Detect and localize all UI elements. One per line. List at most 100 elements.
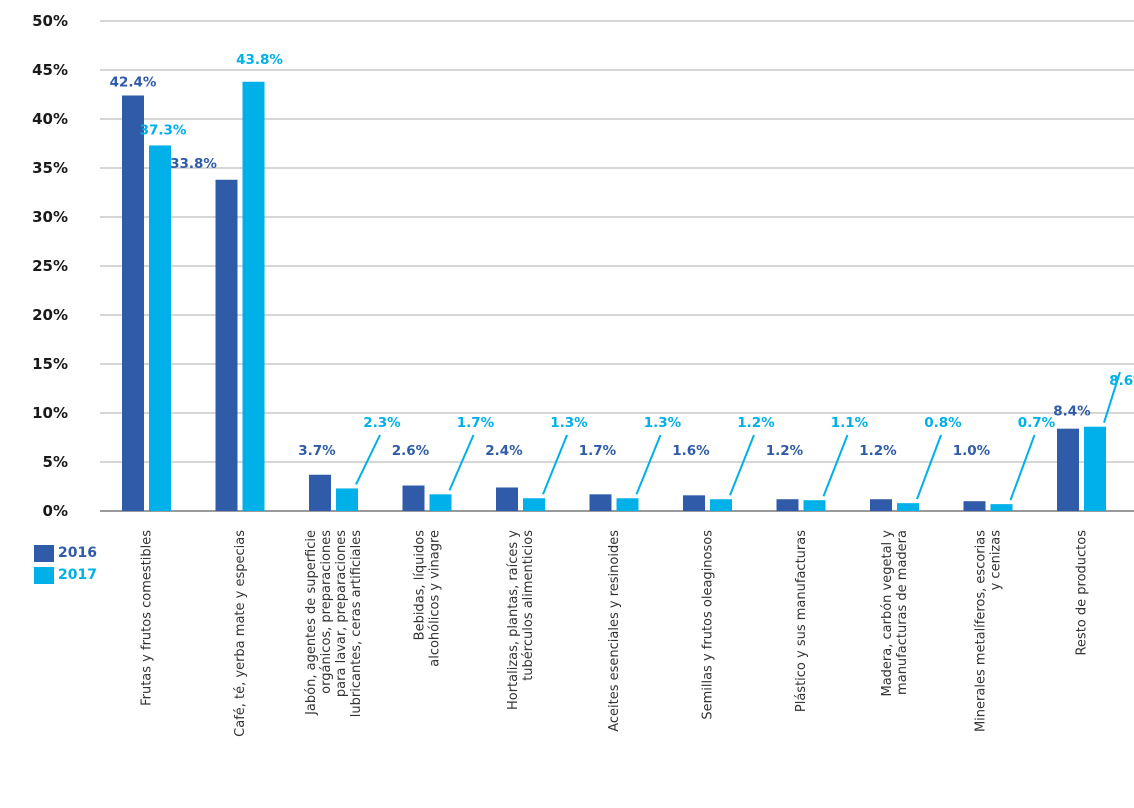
category-label: Semillas y frutos oleaginosos <box>701 530 716 720</box>
category-label-line: Frutas y frutos comestibles <box>140 530 155 706</box>
callout-line <box>635 434 662 495</box>
data-label-2016: 33.8% <box>170 156 217 172</box>
y-tick-label: 30% <box>32 208 68 226</box>
y-tick-label: 0% <box>43 502 68 520</box>
category-label-line: tubérculos alimenticios <box>521 530 536 681</box>
category-label: Frutas y frutos comestibles <box>140 530 155 706</box>
callout-line <box>448 434 475 491</box>
data-label-2017: 8.6% <box>1109 373 1134 389</box>
bar-2017 <box>1084 426 1106 511</box>
category-label-line: lubricantes, ceras artificiales <box>349 530 364 717</box>
callout-line <box>729 434 755 496</box>
bar-2017 <box>803 500 826 511</box>
category-label: Hortalizas, plantas, raíces y tubérculos … <box>506 530 536 710</box>
bar-2016 <box>776 499 799 511</box>
category-label: Plástico y sus manufacturas <box>794 530 809 712</box>
category-label-line: Plástico y sus manufacturas <box>794 530 809 712</box>
category-label-line: Resto de productos <box>1075 530 1090 656</box>
data-label-2016: 3.7% <box>298 443 336 459</box>
callout-line <box>542 434 568 495</box>
callout-line <box>822 434 849 497</box>
callout-line <box>1103 371 1121 424</box>
data-label-2017: 1.3% <box>644 415 682 431</box>
bar-2017 <box>990 504 1013 511</box>
data-label-2016: 1.2% <box>859 443 897 459</box>
bar-2016 <box>870 499 892 511</box>
callout-line <box>1009 434 1036 501</box>
label-callouts <box>355 371 1121 501</box>
category-label-line: Minerales metalíferos, escorias <box>974 530 989 732</box>
data-label-2017: 1.3% <box>550 415 588 431</box>
data-label-2017: 0.8% <box>924 415 962 431</box>
data-label-2016: 2.4% <box>485 443 523 459</box>
bar-2016 <box>496 487 518 511</box>
category-label-line: Bebidas, líquidos <box>413 530 428 641</box>
data-label-2016: 8.4% <box>1053 404 1091 420</box>
legend-item-2017: 2017 <box>34 564 97 586</box>
category-label: Bebidas, líquidos alcohólicos y vinagre <box>413 530 443 667</box>
bar-2016 <box>963 501 986 511</box>
category-label: Jabón, agentes de superficie orgánicos, p… <box>304 530 364 717</box>
category-label-line: Semillas y frutos oleaginosos <box>701 530 716 720</box>
category-label-line: Aceites esenciales y resinoides <box>607 530 622 732</box>
data-label-2017: 0.7% <box>1018 415 1056 431</box>
category-label: Aceites esenciales y resinoides <box>607 530 622 732</box>
data-label-2016: 2.6% <box>392 443 430 459</box>
legend: 2016 2017 <box>34 542 97 586</box>
category-label: Café, té, yerba mate y especias <box>233 530 248 737</box>
data-labels: 42.4% 37.3% 33.8% 43.8% 3.7% 2.3% 2.6% 1.7% 2.4%… <box>110 52 1134 459</box>
category-label-line: y cenizas <box>989 530 1004 591</box>
bar-2016 <box>402 485 425 511</box>
bar-2017 <box>897 503 919 511</box>
category-label-line: Café, té, yerba mate y especias <box>233 530 248 737</box>
category-label: Minerales metalíferos, escorias y cenizas <box>974 530 1004 732</box>
y-tick-label: 5% <box>43 453 68 471</box>
bar-2017 <box>149 145 171 511</box>
category-label-line: manufacturas de madera <box>895 530 910 695</box>
data-label-2017: 1.1% <box>831 415 869 431</box>
bar-2017 <box>242 81 265 511</box>
bar-2016 <box>215 179 238 511</box>
data-label-2016: 42.4% <box>110 74 157 90</box>
callout-line <box>916 434 942 500</box>
data-label-2016: 1.7% <box>579 443 617 459</box>
y-tick-label: 35% <box>32 159 68 177</box>
data-label-2017: 1.7% <box>457 415 495 431</box>
category-label-line: Jabón, agentes de superficie <box>304 530 319 716</box>
category-label: Resto de productos <box>1075 530 1090 656</box>
data-label-2016: 1.6% <box>672 443 710 459</box>
data-label-2017: 2.3% <box>363 415 401 431</box>
bar-2017 <box>429 494 452 511</box>
category-label: Madera, carbón vegetal y manufacturas de … <box>880 530 910 697</box>
bar-2016 <box>122 95 144 511</box>
bar-2016 <box>1057 428 1079 511</box>
legend-label-2017: 2017 <box>58 567 97 583</box>
data-label-2016: 1.2% <box>766 443 804 459</box>
bar-2016 <box>309 474 331 511</box>
bar-2016 <box>589 494 612 511</box>
y-tick-label: 45% <box>32 61 68 79</box>
gridlines <box>100 20 1134 512</box>
legend-swatch-2016 <box>34 544 54 562</box>
bars <box>122 81 1106 511</box>
category-label-line: orgánicos, preparaciones <box>319 530 334 694</box>
bar-2017 <box>523 498 545 511</box>
legend-label-2016: 2016 <box>58 545 97 561</box>
legend-swatch-2017 <box>34 566 54 584</box>
data-label-2017: 43.8% <box>236 52 283 68</box>
y-tick-label: 50% <box>32 12 68 30</box>
category-label-line: Hortalizas, plantas, raíces y <box>506 530 521 710</box>
bar-2017 <box>336 488 358 511</box>
legend-item-2016: 2016 <box>34 542 97 564</box>
y-tick-label: 25% <box>32 257 68 275</box>
y-tick-label: 15% <box>32 355 68 373</box>
y-tick-label: 20% <box>32 306 68 324</box>
bar-2017 <box>616 498 639 511</box>
y-tick-label: 10% <box>32 404 68 422</box>
category-labels: Frutas y frutos comestibles Café, té, yer… <box>140 530 1090 737</box>
y-axis-tick-labels: 0% 5% 10% 15% 20% 25% 30% 35% 40% 45% 50% <box>32 12 68 520</box>
callout-line <box>355 434 381 485</box>
category-label-line: Madera, carbón vegetal y <box>880 530 895 697</box>
bar-2016 <box>683 495 705 511</box>
